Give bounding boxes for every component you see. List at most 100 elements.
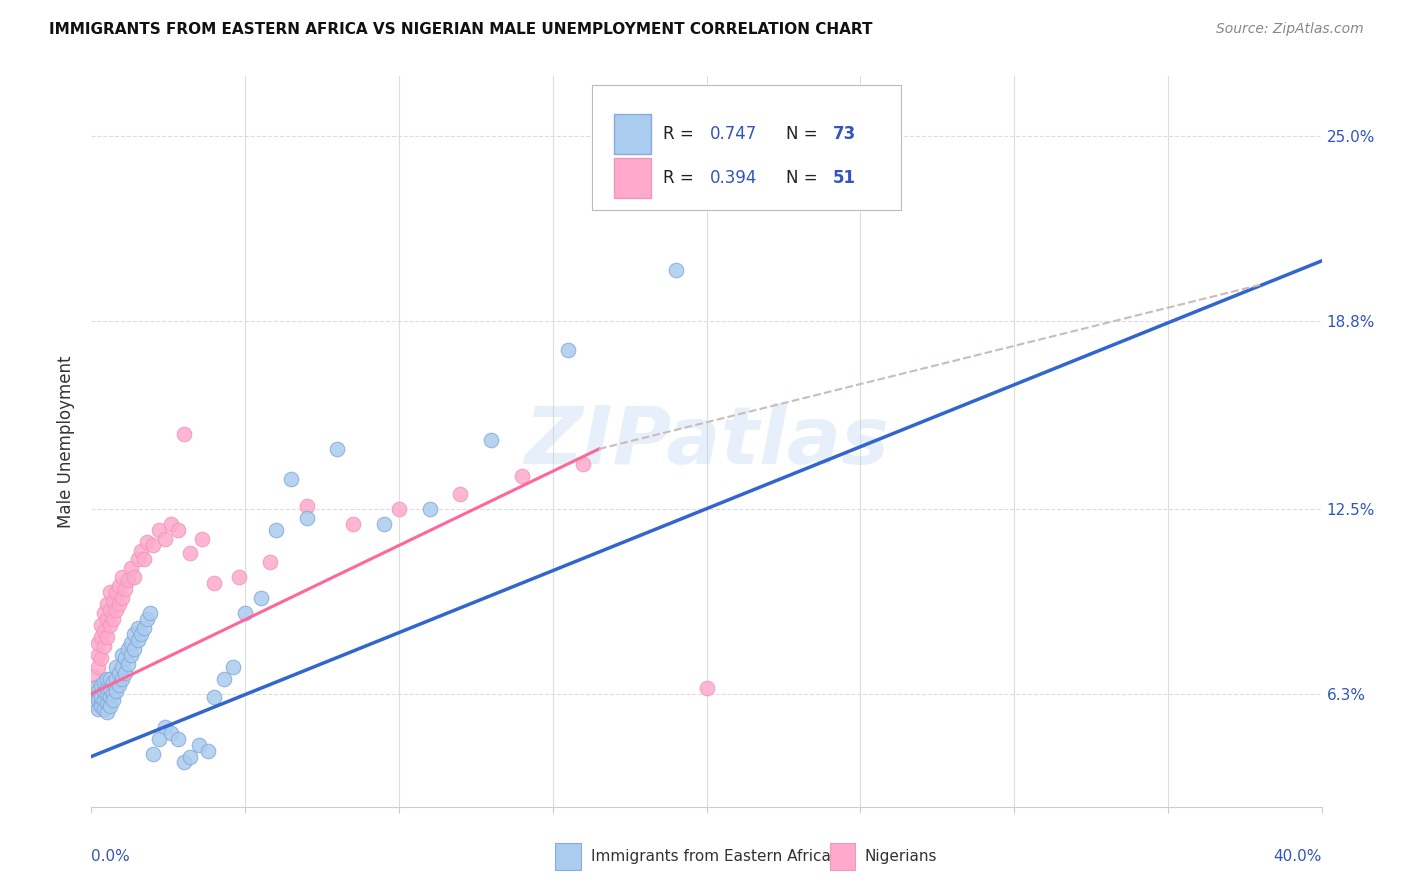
Point <box>188 738 211 752</box>
Point <box>127 633 149 648</box>
Point <box>197 743 219 757</box>
Point <box>202 690 225 704</box>
Point <box>98 672 121 686</box>
Point <box>86 636 108 650</box>
Point <box>202 576 225 591</box>
Point <box>222 660 245 674</box>
Point <box>93 693 115 707</box>
Text: 0.0%: 0.0% <box>91 849 131 864</box>
Point <box>86 690 108 704</box>
Point <box>124 570 146 584</box>
Point <box>90 618 112 632</box>
Point <box>173 756 195 770</box>
Point <box>120 561 142 575</box>
Point <box>117 657 139 671</box>
Point <box>98 681 121 695</box>
Point <box>98 585 121 599</box>
Point <box>96 630 118 644</box>
Point <box>90 651 112 665</box>
Point <box>212 672 235 686</box>
Point <box>124 642 146 657</box>
Point <box>249 591 271 606</box>
FancyBboxPatch shape <box>614 158 651 198</box>
Text: N =: N = <box>786 126 824 144</box>
Point <box>129 627 152 641</box>
Point <box>105 672 127 686</box>
Point <box>93 639 115 653</box>
Point <box>93 702 115 716</box>
Point <box>108 579 131 593</box>
Text: 40.0%: 40.0% <box>1274 849 1322 864</box>
Point <box>86 693 108 707</box>
Point <box>127 621 149 635</box>
Point <box>105 585 127 599</box>
Point <box>388 501 411 516</box>
Point <box>101 612 124 626</box>
Point <box>127 552 149 566</box>
Point <box>101 687 124 701</box>
Point <box>83 681 105 695</box>
Text: Nigerians: Nigerians <box>865 849 938 863</box>
Text: 51: 51 <box>834 169 856 187</box>
Point <box>179 547 201 561</box>
Point <box>173 427 195 442</box>
Point <box>108 665 131 680</box>
Point <box>148 731 170 746</box>
Point <box>160 725 183 739</box>
Point <box>111 591 134 606</box>
Point <box>108 597 131 611</box>
Point <box>111 648 134 662</box>
Point <box>98 618 121 632</box>
Point <box>228 570 250 584</box>
Text: IMMIGRANTS FROM EASTERN AFRICA VS NIGERIAN MALE UNEMPLOYMENT CORRELATION CHART: IMMIGRANTS FROM EASTERN AFRICA VS NIGERI… <box>49 22 873 37</box>
Point <box>108 678 131 692</box>
Point <box>124 627 146 641</box>
Point <box>101 674 124 689</box>
Point <box>665 263 688 277</box>
Point <box>135 612 157 626</box>
Point <box>280 472 302 486</box>
Point <box>114 651 136 665</box>
Point <box>90 687 112 701</box>
Point <box>96 696 118 710</box>
Point <box>373 516 395 531</box>
Point <box>90 690 112 704</box>
Point <box>295 499 318 513</box>
Point <box>142 747 165 761</box>
Text: 0.747: 0.747 <box>710 126 758 144</box>
Point <box>90 696 112 710</box>
Point <box>101 594 124 608</box>
Text: ZIPatlas: ZIPatlas <box>524 402 889 481</box>
Point <box>129 543 152 558</box>
Point <box>120 636 142 650</box>
Point <box>90 678 112 692</box>
Point <box>93 674 115 689</box>
Point <box>83 681 105 695</box>
Point <box>96 705 118 719</box>
Point <box>449 487 471 501</box>
Point <box>83 696 105 710</box>
Point <box>96 687 118 701</box>
Point <box>139 606 162 620</box>
Point <box>153 532 177 546</box>
Point <box>86 660 108 674</box>
Text: 73: 73 <box>834 126 856 144</box>
Text: R =: R = <box>664 169 699 187</box>
Point <box>153 720 177 734</box>
Point <box>479 433 502 447</box>
Point <box>142 537 165 551</box>
Point <box>572 457 595 471</box>
Point <box>117 574 139 588</box>
Point <box>86 702 108 716</box>
Point <box>557 343 579 358</box>
Point <box>259 556 281 570</box>
Point <box>264 523 287 537</box>
Point <box>96 612 118 626</box>
Point <box>90 698 112 713</box>
Point <box>105 603 127 617</box>
Point <box>179 749 201 764</box>
Point <box>93 683 115 698</box>
Point <box>98 690 121 704</box>
Point <box>90 630 112 644</box>
Point <box>510 468 533 483</box>
